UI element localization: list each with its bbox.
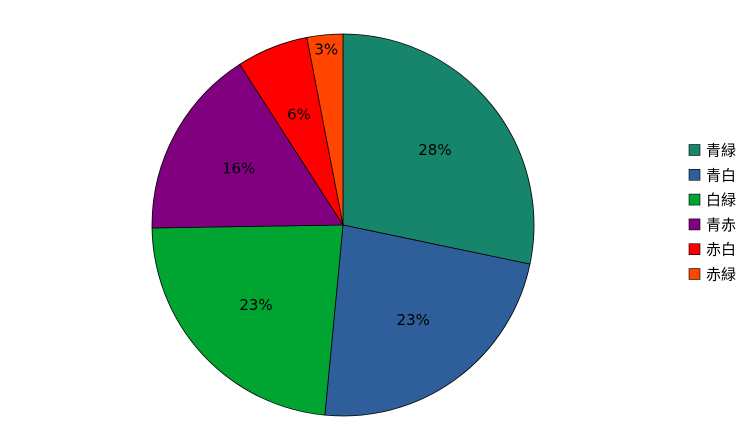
legend-label: 白緑 [706,191,736,209]
legend-swatch [688,193,701,206]
data-label: 16% [222,160,255,178]
legend-label: 赤緑 [706,266,736,284]
data-label: 28% [418,141,451,159]
legend-swatch [688,169,701,181]
data-label: 23% [239,296,272,314]
legend-label: 青白 [706,166,736,184]
data-label: 6% [287,106,311,124]
pie-slice [151,224,344,416]
legend-label: 青赤 [706,216,736,234]
pie-slice [151,63,344,229]
pie-slice [306,33,344,226]
legend-swatch [688,243,701,255]
pie-slice [342,33,535,265]
legend-label: 青緑 [706,142,736,160]
pie-slice [324,224,531,417]
legend-swatch [688,218,701,231]
legend-swatch [688,268,701,280]
legend-label: 赤白 [706,241,736,259]
legend-swatch [688,144,701,156]
data-label: 23% [397,311,430,329]
data-label: 3% [314,41,338,59]
